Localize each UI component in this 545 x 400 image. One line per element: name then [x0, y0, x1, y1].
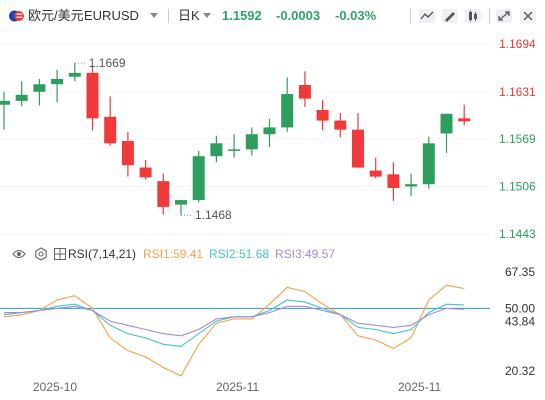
candle-body [86, 72, 99, 119]
rsi-series-line-rsi1 [3, 284, 465, 377]
candle-body [263, 127, 276, 135]
candle-body [0, 100, 10, 105]
rsi-y-tick-label: 67.35 [505, 265, 535, 279]
candle-body [157, 181, 170, 207]
candle-body [228, 149, 241, 151]
fullscreen-icon[interactable] [495, 8, 513, 24]
candle-body [192, 156, 205, 201]
price-change-percent: -0.03% [335, 8, 377, 23]
candle-body [369, 170, 382, 177]
symbol-dropdown-icon[interactable] [150, 13, 158, 19]
y-tick-label: 1.1569 [499, 132, 536, 146]
high-annotation: 1.1669 [89, 56, 126, 70]
symbol-label[interactable]: EURUSD [84, 8, 139, 23]
rsi-series-line-rsi3 [4, 305, 465, 337]
candle-body [440, 113, 453, 134]
divider [489, 9, 490, 23]
pair-label[interactable]: 欧元/美元 [28, 8, 84, 23]
chart-type-icon[interactable] [464, 8, 482, 24]
last-price: 1.1592 [222, 8, 262, 23]
indicator-grid-icon[interactable] [54, 248, 66, 260]
candle-body [51, 78, 64, 85]
eu-us-flag-icon [9, 10, 24, 22]
candle-body [121, 141, 134, 166]
candle-body [245, 134, 258, 150]
time-axis-label: 2025-11 [398, 380, 442, 394]
candle-body [33, 84, 46, 92]
indicator-icon[interactable] [418, 8, 436, 24]
y-tick-label: 1.1631 [499, 85, 536, 99]
candle-body [281, 94, 294, 128]
candle-body [405, 184, 418, 187]
rsi-y-tick-label: 43.84 [505, 314, 535, 328]
chart-header: 欧元/美元 EURUSD 日K 1.1592 -0.0003 -0.03% [0, 0, 545, 32]
candle-body [422, 143, 435, 185]
candlestick-chart[interactable]: 1.1694 1.1631 1.1569 1.1506 1.1443 1.1669 1.14… [0, 32, 545, 244]
time-axis-label: 2025-10 [33, 380, 78, 394]
candle-body [68, 72, 81, 77]
timeframe-selector[interactable]: 日K [178, 8, 200, 23]
divider [168, 9, 169, 23]
price-change: -0.0003 [276, 8, 321, 23]
candle-body [352, 129, 364, 168]
rsi3-value: RSI3:49.57 [275, 247, 336, 261]
candle-body [175, 200, 187, 205]
rsi1-value: RSI1:59.41 [143, 247, 204, 261]
divider [410, 9, 411, 23]
indicator-name[interactable]: RSI(7,14,21) [68, 247, 137, 261]
time-axis-label: 2025-11 [216, 380, 260, 394]
y-tick-label: 1.1694 [499, 37, 536, 51]
y-tick-label: 1.1443 [499, 227, 536, 241]
y-tick-label: 1.1506 [499, 179, 536, 193]
candle-body [387, 174, 400, 188]
candle-body [15, 94, 28, 101]
candle-body [298, 85, 311, 99]
candle-body [139, 167, 152, 178]
indicator-legend: RSI(7,14,21) RSI1:59.41 RSI2:51.68 RSI3:… [0, 244, 545, 264]
timeframe-dropdown-icon[interactable] [203, 13, 211, 19]
close-icon[interactable] [519, 8, 537, 24]
settings-icon[interactable] [34, 247, 48, 261]
eye-icon[interactable] [12, 248, 26, 260]
drawing-tool-icon[interactable] [441, 8, 459, 24]
candle-body [334, 120, 347, 130]
rsi-y-tick-label: 50.00 [505, 301, 535, 315]
rsi2-value: RSI2:51.68 [209, 247, 270, 261]
candle-body [316, 109, 329, 121]
candle-body [458, 118, 471, 122]
rsi-y-tick-label: 20.32 [505, 364, 535, 378]
candle-body [104, 116, 117, 144]
candle-body [210, 143, 223, 157]
low-annotation: 1.1468 [195, 208, 232, 222]
